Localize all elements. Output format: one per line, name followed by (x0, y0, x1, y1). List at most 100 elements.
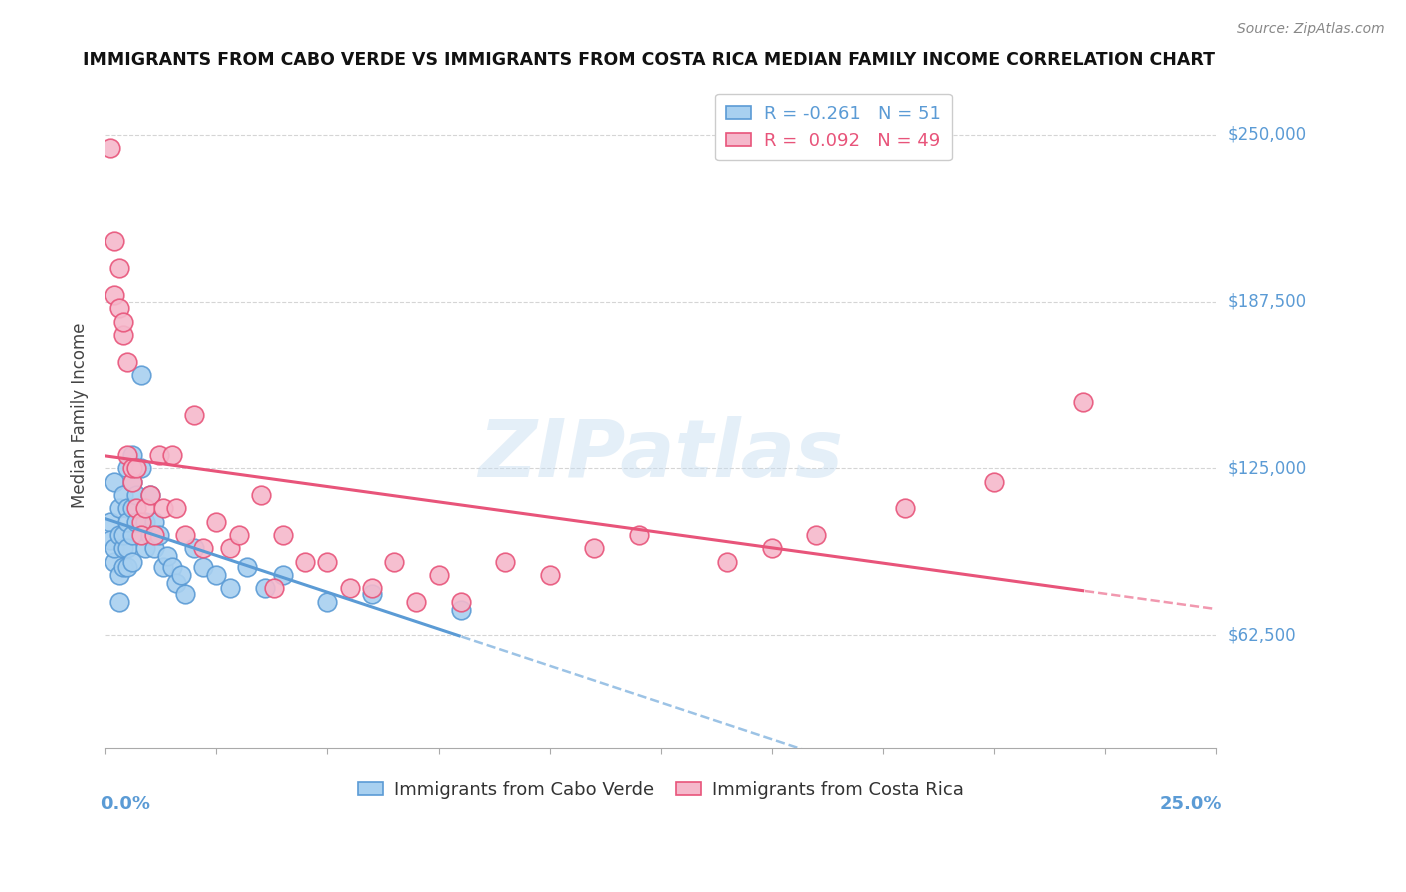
Point (107, 528, 129, 542)
Point (134, 501, 156, 516)
Point (316, 595, 339, 609)
Point (98, 515, 121, 529)
Point (121, 475, 143, 489)
Point (143, 528, 166, 542)
Point (111, 327, 134, 342)
Point (148, 528, 170, 542)
Point (450, 603, 472, 617)
Point (121, 501, 143, 516)
Point (228, 528, 250, 542)
Point (294, 555, 316, 569)
Point (107, 301, 129, 315)
Point (98, 533, 121, 548)
Point (761, 541, 783, 556)
Point (174, 528, 197, 542)
Text: $62,500: $62,500 (1227, 626, 1296, 644)
Point (160, 448, 183, 462)
Point (339, 582, 361, 596)
Point (494, 555, 516, 569)
Point (427, 568, 450, 582)
Point (382, 555, 405, 569)
Point (121, 555, 143, 569)
Point (148, 448, 170, 462)
Point (205, 568, 228, 582)
Point (103, 541, 125, 556)
Point (183, 408, 205, 422)
Point (191, 560, 214, 574)
Point (405, 595, 427, 609)
Point (111, 560, 134, 574)
Point (117, 560, 139, 574)
Point (117, 501, 139, 516)
Point (271, 528, 294, 542)
Point (121, 528, 143, 542)
Point (138, 488, 160, 502)
Text: $125,000: $125,000 (1227, 459, 1306, 477)
Point (894, 501, 917, 516)
Point (165, 576, 187, 591)
Point (129, 461, 152, 475)
Point (183, 541, 205, 556)
Text: IMMIGRANTS FROM CABO VERDE VS IMMIGRANTS FROM COSTA RICA MEDIAN FAMILY INCOME CO: IMMIGRANTS FROM CABO VERDE VS IMMIGRANTS… (83, 51, 1215, 69)
Point (117, 515, 139, 529)
Point (583, 541, 606, 556)
Point (254, 582, 277, 596)
Point (121, 448, 143, 462)
Point (125, 501, 148, 516)
Point (249, 488, 271, 502)
Text: $187,500: $187,500 (1227, 293, 1306, 310)
Point (125, 488, 148, 502)
Point (117, 461, 139, 475)
Point (316, 555, 339, 569)
Point (271, 568, 294, 582)
Point (165, 501, 187, 516)
Point (107, 261, 129, 276)
Point (125, 461, 148, 475)
Point (152, 501, 174, 516)
Point (360, 587, 382, 601)
Point (107, 595, 129, 609)
Point (121, 475, 143, 489)
Text: Source: ZipAtlas.com: Source: ZipAtlas.com (1237, 22, 1385, 37)
Point (129, 528, 152, 542)
Point (117, 354, 139, 368)
Point (170, 568, 193, 582)
Point (138, 488, 160, 502)
Point (125, 515, 148, 529)
Text: 0.0%: 0.0% (100, 795, 149, 814)
Point (98, 141, 121, 155)
Point (103, 555, 125, 569)
Point (983, 475, 1005, 489)
Point (134, 541, 156, 556)
Point (117, 541, 139, 556)
Point (103, 475, 125, 489)
Point (111, 488, 134, 502)
Point (205, 515, 228, 529)
Point (107, 568, 129, 582)
Point (129, 515, 152, 529)
Point (174, 587, 197, 601)
Point (263, 582, 285, 596)
Text: $250,000: $250,000 (1227, 126, 1306, 144)
Point (111, 314, 134, 328)
Point (143, 541, 166, 556)
Point (138, 528, 160, 542)
Point (111, 528, 134, 542)
Point (716, 555, 738, 569)
Point (121, 461, 143, 475)
Point (538, 568, 561, 582)
Legend: Immigrants from Cabo Verde, Immigrants from Costa Rica: Immigrants from Cabo Verde, Immigrants f… (350, 773, 972, 806)
Point (134, 515, 156, 529)
Point (103, 288, 125, 302)
Point (806, 528, 828, 542)
Point (360, 582, 382, 596)
Point (1071, 394, 1094, 409)
Point (111, 541, 134, 556)
Text: ZIPatlas: ZIPatlas (478, 416, 844, 494)
Point (103, 235, 125, 249)
Point (191, 541, 214, 556)
Point (627, 528, 650, 542)
Text: 25.0%: 25.0% (1160, 795, 1222, 814)
Point (156, 549, 179, 564)
Point (218, 541, 240, 556)
